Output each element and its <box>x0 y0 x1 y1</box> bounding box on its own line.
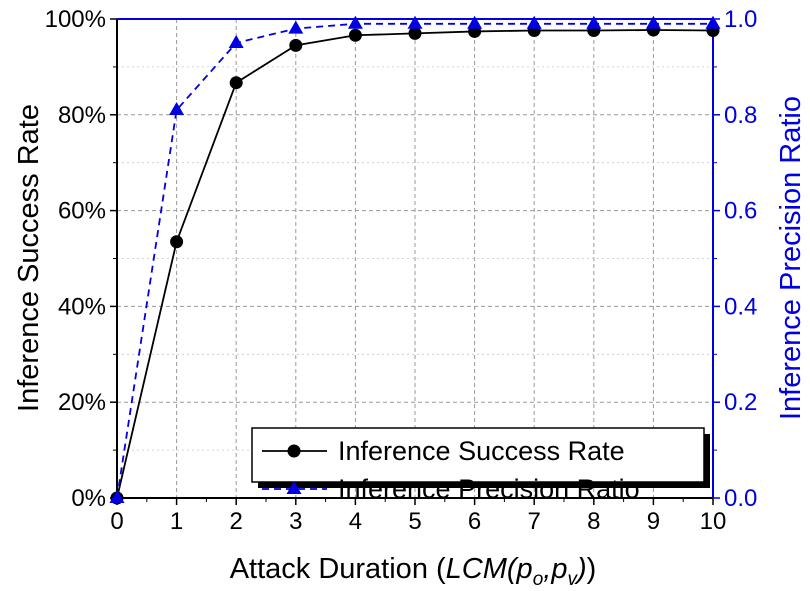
series-1-point-10 <box>705 15 721 29</box>
x-tick-label-9: 9 <box>647 508 660 535</box>
x-axis-title-close-italic: ) <box>574 553 587 585</box>
series-1-point-6 <box>467 15 483 29</box>
y-right-tick-label-2: 0.4 <box>724 293 757 320</box>
legend-box <box>251 427 705 483</box>
x-tick-label-3: 3 <box>289 508 302 535</box>
series-0-point-5 <box>408 26 422 40</box>
x-axis-title-close: ) <box>587 553 597 585</box>
series-layer <box>109 15 721 505</box>
legend-label-precision-ratio: Inference Precision Ratio <box>338 474 640 504</box>
x-tick-label-6: 6 <box>468 508 481 535</box>
y-left-axis: 0% 20% 40% 60% 80% 100% <box>45 6 117 512</box>
x-axis: 0 1 2 3 4 5 6 7 8 9 10 <box>110 498 726 535</box>
series-1-point-9 <box>645 15 661 29</box>
series-1-point-2 <box>228 34 244 48</box>
x-axis-title-italic: LCM(p <box>446 553 533 585</box>
legend: Inference Success Rate Inference Precisi… <box>251 427 710 504</box>
series-0-point-2 <box>229 76 243 90</box>
y-right-tick-label-1: 0.2 <box>724 389 757 416</box>
series-0-point-3 <box>289 38 303 52</box>
y-left-tick-label-5: 100% <box>45 6 106 33</box>
series-0-point-4 <box>348 28 362 42</box>
series-1-point-1 <box>169 102 185 116</box>
legend-marker-success-rate <box>287 444 301 458</box>
x-tick-label-2: 2 <box>230 508 243 535</box>
y-left-tick-label-4: 80% <box>58 102 106 129</box>
y-right-axis-title: Inference Precision Ratio <box>775 96 807 420</box>
y-right-tick-label-3: 0.6 <box>724 198 757 225</box>
x-tick-label-4: 4 <box>349 508 362 535</box>
y-right-axis: 0.0 0.2 0.4 0.6 0.8 1.0 <box>713 6 757 512</box>
x-axis-title: Attack Duration (LCM(po,pv)) <box>230 553 597 590</box>
y-left-tick-label-3: 60% <box>58 198 106 225</box>
x-axis-title-prefix: Attack Duration ( <box>230 553 446 585</box>
x-axis-title-sub2: v <box>567 569 578 590</box>
x-tick-label-8: 8 <box>587 508 600 535</box>
x-tick-label-5: 5 <box>408 508 421 535</box>
series-1-point-7 <box>526 15 542 29</box>
y-right-tick-label-4: 0.8 <box>724 102 757 129</box>
x-tick-label-10: 10 <box>700 508 727 535</box>
series-1-point-3 <box>288 20 304 34</box>
y-left-tick-label-2: 40% <box>58 293 106 320</box>
y-right-tick-label-0: 0.0 <box>724 485 757 512</box>
legend-label-success-rate: Inference Success Rate <box>338 436 625 466</box>
y-right-tick-label-5: 1.0 <box>724 6 757 33</box>
legend-item-success-rate: Inference Success Rate <box>262 436 625 466</box>
series-1 <box>109 15 721 503</box>
y-left-axis-title: Inference Success Rate <box>13 104 45 412</box>
series-0-point-1 <box>170 235 184 249</box>
grid <box>117 19 713 498</box>
series-1-point-0 <box>109 490 125 503</box>
x-axis-title-comma: ,p <box>543 553 567 585</box>
series-1-point-8 <box>586 15 602 29</box>
x-tick-label-1: 1 <box>170 508 183 535</box>
x-tick-label-7: 7 <box>528 508 541 535</box>
series-1-point-4 <box>347 15 363 29</box>
y-left-tick-label-0: 0% <box>71 485 106 512</box>
y-left-tick-label-1: 20% <box>58 389 106 416</box>
x-axis-title-sub1: o <box>533 569 544 590</box>
legend-marker-precision-ratio <box>286 481 302 494</box>
legend-item-precision-ratio: Inference Precision Ratio <box>262 474 640 504</box>
x-tick-label-0: 0 <box>110 508 123 535</box>
series-1-point-5 <box>407 15 423 29</box>
